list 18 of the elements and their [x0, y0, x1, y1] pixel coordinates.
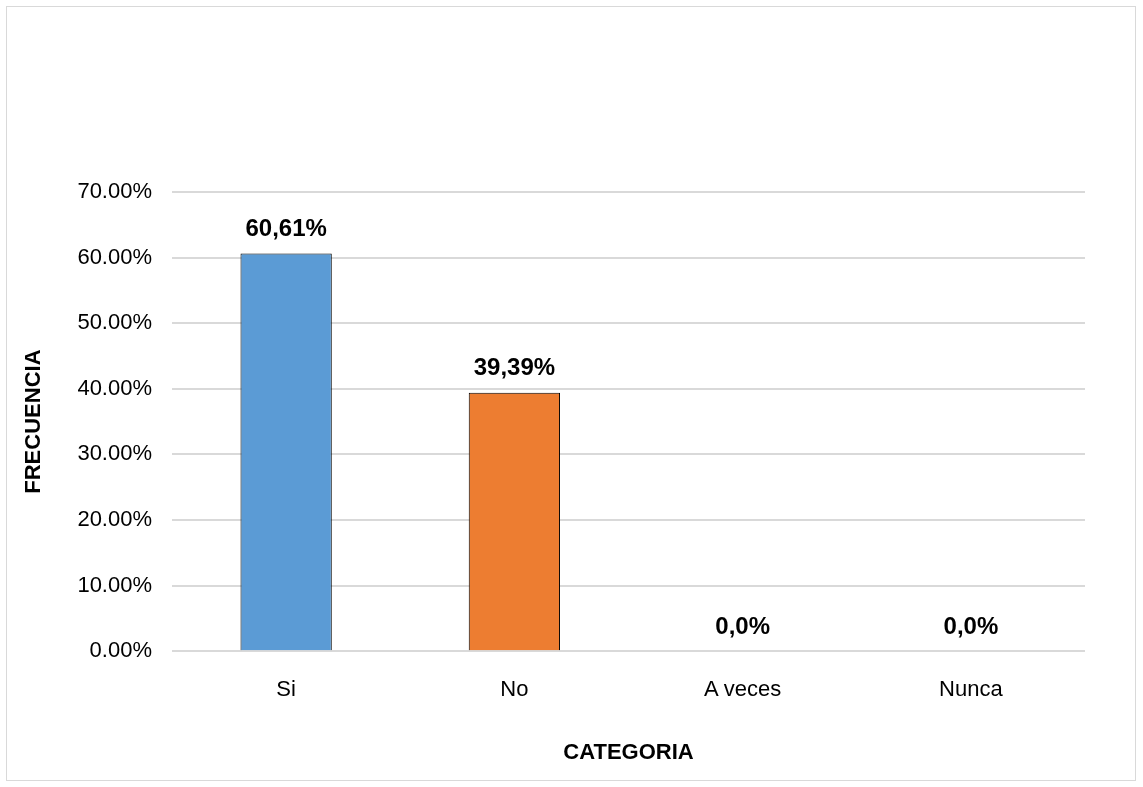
data-label: 0,0%	[943, 611, 999, 639]
data-label: 39,39%	[473, 353, 556, 381]
x-tick-label: Si	[276, 676, 296, 702]
x-tick-label: A veces	[704, 676, 782, 702]
data-label: 60,61%	[245, 214, 327, 242]
y-tick-label: 0.00%	[89, 637, 153, 663]
y-tick-label: 50.00%	[77, 309, 153, 335]
data-label: 0,0%	[715, 611, 770, 639]
y-tick-label: 30.00%	[77, 440, 153, 466]
x-tick-label: No	[500, 676, 529, 702]
x-axis-title: CATEGORIA	[563, 738, 694, 764]
y-tick-label: 10.00%	[77, 571, 153, 597]
y-tick-label: 60.00%	[77, 243, 153, 269]
y-axis-title: FRECUENCIA	[20, 349, 46, 494]
y-tick-label: 40.00%	[77, 374, 153, 400]
x-tick-label: Nunca	[939, 676, 1004, 702]
y-tick-label: 20.00%	[77, 506, 153, 532]
y-tick-label: 70.00%	[77, 178, 153, 204]
